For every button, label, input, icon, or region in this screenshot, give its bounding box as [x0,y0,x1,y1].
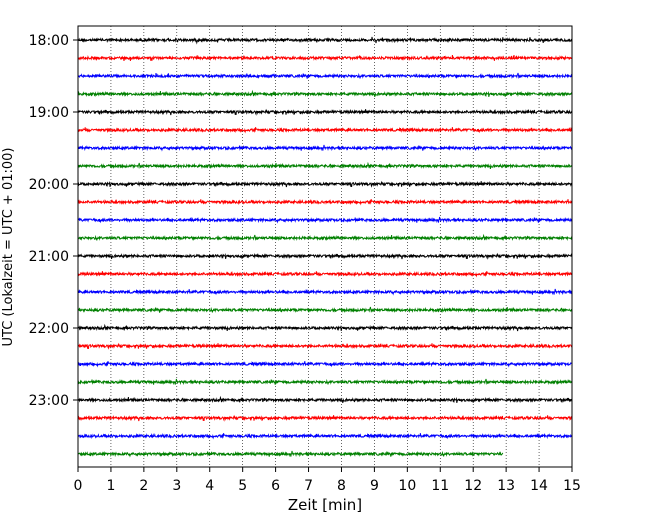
x-axis-ticks: 0 1 2 3 4 5 6 7 8 9 10 11 12 13 14 15 [74,467,581,494]
trace-15 [77,306,573,314]
trace-10 [77,216,573,224]
x-axis-label: Zeit [min] [288,496,362,514]
x-tick-label-8: 8 [337,478,346,494]
x-tick-label-0: 0 [74,478,83,494]
x-tick-label-9: 9 [370,478,379,494]
trace-4 [77,108,573,116]
y-tick-label-5: 23:00 [29,393,69,409]
trace-17 [77,342,573,350]
x-tick-label-5: 5 [238,478,247,494]
x-tick-label-1: 1 [106,478,115,494]
trace-18 [77,360,573,368]
trace-8 [77,180,573,188]
trace-12 [77,252,573,260]
trace-7 [77,161,573,170]
trace-5 [77,126,573,134]
x-tick-label-4: 4 [205,478,214,494]
x-tick-label-2: 2 [139,478,148,494]
y-tick-label-2: 20:00 [29,177,69,193]
y-tick-label-3: 21:00 [29,249,69,265]
trace-11 [77,233,573,242]
x-tick-label-11: 11 [431,478,449,494]
x-tick-label-10: 10 [398,478,416,494]
trace-2 [77,72,573,80]
trace-21 [77,414,573,422]
y-axis-ticks: 18:00 19:00 20:00 21:00 22:00 23:00 [29,33,78,409]
trace-6 [77,144,573,152]
x-tick-label-6: 6 [271,478,280,494]
plot-frame [77,25,573,468]
trace-1 [77,54,573,62]
x-tick-label-13: 13 [497,478,515,494]
trace-20 [77,395,573,404]
y-tick-label-4: 22:00 [29,321,69,337]
trace-13 [77,270,573,278]
trace-22 [77,432,573,440]
trace-19 [77,378,573,386]
trace-9 [77,198,573,206]
trace-3 [77,89,573,98]
x-tick-label-3: 3 [172,478,181,494]
trace-16 [77,323,573,332]
y-axis-label: UTC (Lokalzeit = UTC + 01:00) [1,148,16,347]
trace-lines [77,36,573,458]
y-tick-label-1: 19:00 [29,105,69,121]
x-tick-label-7: 7 [304,478,313,494]
x-tick-label-15: 15 [563,478,581,494]
x-tick-label-14: 14 [530,478,548,494]
trace-0 [77,36,573,45]
x-tick-label-12: 12 [464,478,482,494]
trace-23 [77,450,504,458]
y-tick-label-0: 18:00 [29,33,69,49]
trace-14 [77,288,573,296]
